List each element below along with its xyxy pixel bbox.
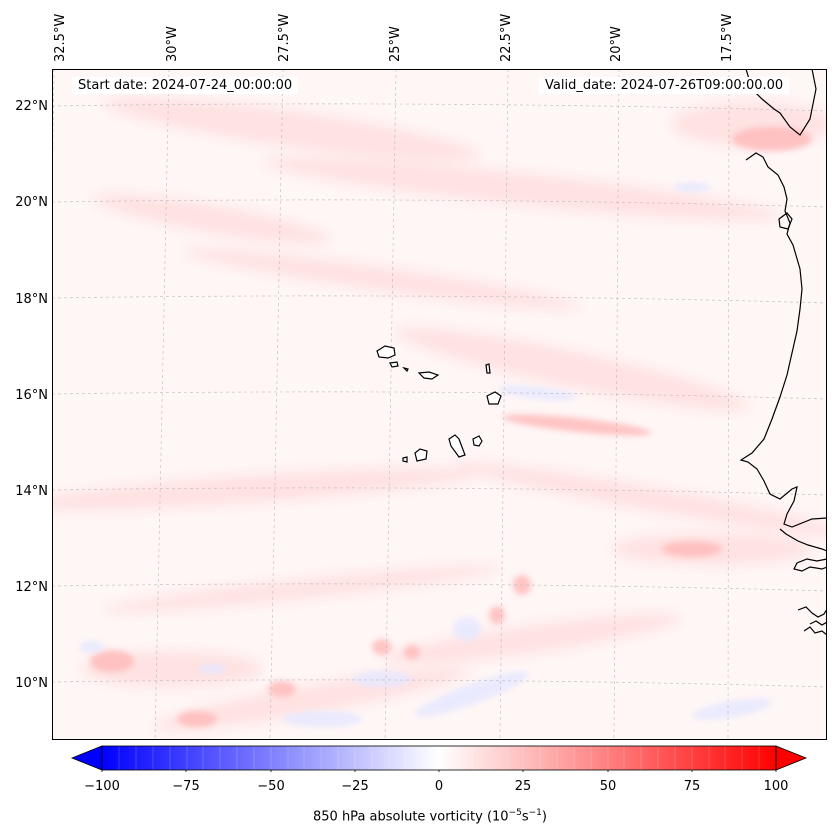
colorbar-label-exponent: −1 [528, 808, 542, 818]
colorbar-gradient [102, 746, 776, 770]
colorbar-tick-label: 25 [514, 779, 532, 794]
colorbar-tick-label: 100 [763, 779, 789, 794]
lat-label-20n: 20°N [15, 195, 48, 210]
colorbar-tick-label: 0 [434, 779, 444, 794]
colorbar-label-exponent: −5 [508, 808, 522, 818]
african-coastline [739, 69, 827, 636]
lon-label-20w: 20°W [609, 26, 624, 62]
map-border [52, 69, 827, 740]
lat-label-18n: 18°N [15, 292, 48, 307]
start-date-label: Start date: 2024-07-24_00:00:00 [72, 77, 299, 94]
colorbar-max-extend [775, 745, 808, 771]
lat-label-10n: 10°N [15, 676, 48, 691]
colorbar [70, 745, 808, 772]
cape-verde-islands [376, 345, 502, 463]
colorbar-tick-label: 75 [683, 779, 701, 794]
lon-label-17-5w: 17.5°W [720, 13, 735, 62]
lat-label-22n: 22°N [15, 99, 48, 114]
gridlines [52, 69, 827, 740]
colorbar-label-close: ) [541, 809, 547, 825]
colorbar-tick-label: −100 [84, 779, 120, 794]
colorbar-tick-marks [101, 770, 777, 772]
stronger-positive-vorticity [90, 127, 812, 727]
lat-label-16n: 16°N [15, 388, 48, 403]
colorbar-tick-label: −75 [172, 779, 200, 794]
colorbar-axis-label: 850 hPa absolute vorticity (10−5s−1) [313, 808, 547, 824]
colorbar-tick-label: −25 [341, 779, 369, 794]
lon-label-25w: 25°W [388, 26, 403, 62]
colorbar-tick-label: −50 [257, 779, 285, 794]
lon-label-32-5w: 32.5°W [53, 13, 68, 62]
colorbar-label-text: 850 hPa absolute vorticity (10 [313, 809, 509, 825]
lat-label-12n: 12°N [15, 580, 48, 595]
colorbar-level-bands [118, 746, 760, 770]
colorbar-label-unit: s [521, 809, 529, 825]
colorbar-tick-label: 50 [599, 779, 617, 794]
lon-label-22-5w: 22.5°W [499, 13, 514, 62]
lon-label-27-5w: 27.5°W [277, 13, 292, 62]
lat-label-14n: 14°N [15, 484, 48, 499]
valid-date-label: Valid_date: 2024-07-26T09:00:00.00 [539, 77, 790, 94]
colorbar-min-extend [70, 745, 103, 771]
vorticity-map [52, 69, 827, 740]
negative-vorticity-areas [80, 182, 772, 727]
lon-label-30w: 30°W [165, 26, 180, 62]
